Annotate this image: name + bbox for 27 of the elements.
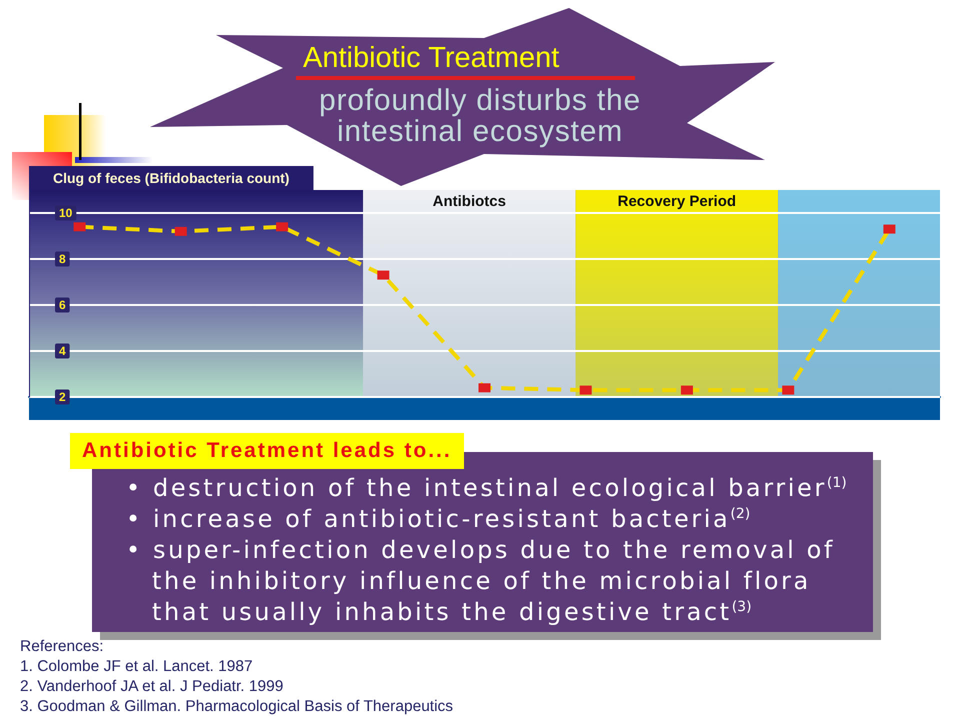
annotation: Recovery Period bbox=[618, 193, 736, 210]
y-tick-label: 6 bbox=[59, 298, 66, 312]
y-tick-label: 4 bbox=[59, 344, 66, 358]
text: • destruction of the intestinal ecological barrier$^{(1)}$ bbox=[126, 473, 848, 504]
y-axis-title: Clug of feces (Bifidobacteria count) bbox=[53, 170, 290, 186]
point bbox=[782, 386, 794, 395]
text: 2. Vanderhoof JA et al. J Pediatr. 1999 bbox=[20, 677, 284, 697]
text: References: bbox=[20, 637, 105, 657]
y-tick-label: 8 bbox=[59, 252, 66, 266]
point bbox=[174, 226, 187, 236]
text: Antibiotic Treatment leads to... bbox=[70, 433, 464, 469]
point bbox=[377, 270, 390, 280]
point bbox=[74, 222, 86, 232]
text: • super-infection develops due to the removal of the inhibitory influence of the microbial flora that usually inhabits the digestive tract$^{(3)}$ bbox=[126, 535, 836, 628]
chart-subtitle: profoundly disturbs the intestinal ecosystem bbox=[318, 84, 642, 148]
point bbox=[276, 222, 288, 232]
point bbox=[883, 224, 896, 234]
annotation: Antibiotcs bbox=[432, 193, 506, 210]
text: 3. Goodman & Gillman. Pharmacological Basis of Therapeutics bbox=[20, 697, 454, 717]
point bbox=[680, 386, 693, 395]
y-tick-label: 2 bbox=[59, 390, 66, 404]
y-tick-label: 10 bbox=[59, 206, 73, 220]
text: • increase of antibiotic-resistant bacteria$^{(2)}$ bbox=[126, 504, 752, 535]
chart-title: Antibiotic Treatment bbox=[303, 42, 560, 75]
text: 1. Colombe JF et al. Lancet. 1987 bbox=[20, 657, 254, 677]
point bbox=[478, 383, 490, 392]
point bbox=[580, 386, 592, 395]
